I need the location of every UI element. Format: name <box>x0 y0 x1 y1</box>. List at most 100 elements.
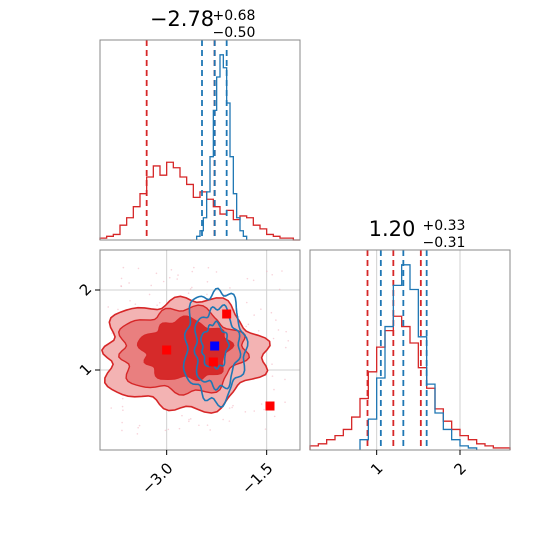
sample-point <box>228 420 231 422</box>
sample-point <box>189 418 192 420</box>
sample-point <box>246 277 249 280</box>
sample-point <box>134 303 137 305</box>
sample-point <box>257 330 260 332</box>
sample-point <box>272 337 275 340</box>
sample-point <box>137 267 140 270</box>
sample-point <box>177 274 179 276</box>
sample-point <box>129 299 131 302</box>
sample-point <box>284 378 286 381</box>
sample-point <box>266 270 268 273</box>
sample-point <box>156 304 158 307</box>
sample-point <box>189 288 192 290</box>
sample-point <box>158 301 161 304</box>
sample-point <box>277 329 280 331</box>
sample-point <box>181 414 183 417</box>
sample-point <box>121 397 124 400</box>
sample-point <box>284 346 287 349</box>
sample-point <box>222 418 224 421</box>
sample-point <box>137 426 139 429</box>
sample-point <box>278 288 281 291</box>
marker-point <box>162 345 172 355</box>
sample-point <box>120 285 122 287</box>
panel-title-plus: +0.33 <box>423 218 466 234</box>
panel-title-median: −2.78 <box>150 7 214 31</box>
sample-point <box>245 301 248 304</box>
sample-point <box>245 325 247 328</box>
sample-point <box>164 429 167 432</box>
sample-point <box>122 409 124 412</box>
sample-point <box>191 270 194 273</box>
sample-point <box>170 269 173 271</box>
sample-point <box>187 292 190 294</box>
blue-contour-inner <box>200 320 230 370</box>
sample-point <box>188 418 190 421</box>
sample-point <box>215 271 218 273</box>
panel-frame <box>309 249 511 451</box>
histogram-series-0 <box>309 315 511 450</box>
sample-point <box>150 284 153 287</box>
histogram-series-1 <box>359 264 478 450</box>
x-tick-label: 2 <box>450 459 469 478</box>
sample-point <box>120 277 123 280</box>
panel-frame <box>99 249 301 451</box>
histogram-panel-2: 1.20 +0.33−0.31 1 2 <box>309 217 511 479</box>
sample-point <box>155 272 158 275</box>
sample-point <box>287 339 290 342</box>
sample-point <box>138 424 141 427</box>
y-tick-label: 2 <box>76 280 95 299</box>
sample-point <box>206 280 209 283</box>
sample-point <box>233 309 236 311</box>
panel-title-minus: −0.31 <box>423 235 466 251</box>
sample-point <box>284 401 286 404</box>
sample-point <box>136 433 139 435</box>
blue-contour-outer <box>182 287 249 408</box>
sample-point <box>121 421 123 424</box>
sample-point <box>232 404 234 407</box>
sample-point <box>162 280 165 283</box>
sample-point <box>178 427 181 430</box>
sample-point <box>273 388 275 391</box>
sample-point <box>107 306 110 308</box>
sample-point <box>148 293 151 296</box>
sample-point <box>228 407 231 409</box>
sample-point <box>281 270 283 272</box>
sample-point <box>122 266 125 269</box>
marker-point <box>222 309 232 319</box>
sample-point <box>263 408 265 411</box>
sample-point <box>285 330 287 333</box>
sample-point <box>176 278 178 280</box>
y-tick-label: 1 <box>76 360 95 379</box>
sample-point <box>264 428 267 430</box>
sample-point <box>253 314 255 316</box>
sample-point <box>270 311 273 314</box>
sample-point <box>260 403 263 405</box>
sample-point <box>191 286 193 289</box>
sample-point <box>271 375 274 377</box>
panel-title-median: 1.20 <box>369 217 416 241</box>
x-tick-label: 1 <box>367 459 386 478</box>
sample-point <box>121 405 124 408</box>
marker-point <box>265 401 275 411</box>
sample-point <box>275 319 277 321</box>
sample-point <box>110 407 113 409</box>
sample-point <box>273 415 276 418</box>
sample-point <box>206 293 208 296</box>
sample-point <box>229 287 231 289</box>
sample-point <box>198 424 200 427</box>
sample-point <box>168 276 171 279</box>
histogram-panel-0: −2.78+0.68−0.50 <box>99 7 301 241</box>
panel-frame <box>99 39 301 241</box>
sample-point <box>231 406 233 409</box>
sample-point <box>188 420 190 423</box>
sample-point <box>121 429 123 432</box>
sample-point <box>271 273 274 276</box>
marker-point <box>210 341 220 351</box>
sample-point <box>167 428 170 431</box>
sample-point <box>117 308 119 311</box>
sample-point <box>253 410 256 412</box>
panel-title-plus: +0.68 <box>213 8 256 24</box>
histogram-series-1 <box>196 54 248 240</box>
sample-point <box>128 282 130 284</box>
histogram-series-0 <box>99 161 300 241</box>
sample-point <box>252 279 255 282</box>
